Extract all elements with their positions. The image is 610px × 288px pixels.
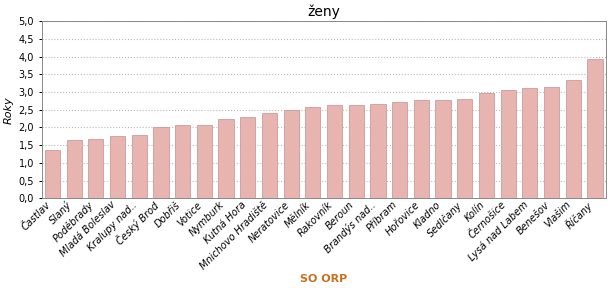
- Bar: [284, 110, 299, 198]
- Bar: [175, 125, 190, 198]
- Bar: [501, 90, 516, 198]
- Bar: [479, 93, 494, 198]
- Bar: [66, 140, 82, 198]
- Bar: [88, 139, 104, 198]
- Bar: [327, 105, 342, 198]
- Bar: [240, 117, 256, 198]
- Bar: [392, 102, 407, 198]
- Bar: [132, 135, 147, 198]
- Bar: [587, 59, 603, 198]
- Bar: [457, 99, 472, 198]
- Bar: [218, 119, 234, 198]
- Bar: [349, 105, 364, 198]
- Bar: [45, 150, 60, 198]
- Bar: [110, 136, 125, 198]
- Title: ženy: ženy: [307, 4, 340, 19]
- X-axis label: SO ORP: SO ORP: [300, 274, 347, 284]
- Bar: [262, 113, 277, 198]
- Bar: [565, 80, 581, 198]
- Bar: [153, 127, 168, 198]
- Bar: [414, 100, 429, 198]
- Bar: [197, 125, 212, 198]
- Bar: [370, 105, 386, 198]
- Bar: [436, 100, 451, 198]
- Bar: [522, 88, 537, 198]
- Y-axis label: Roky: Roky: [4, 96, 14, 124]
- Bar: [305, 107, 320, 198]
- Bar: [544, 87, 559, 198]
